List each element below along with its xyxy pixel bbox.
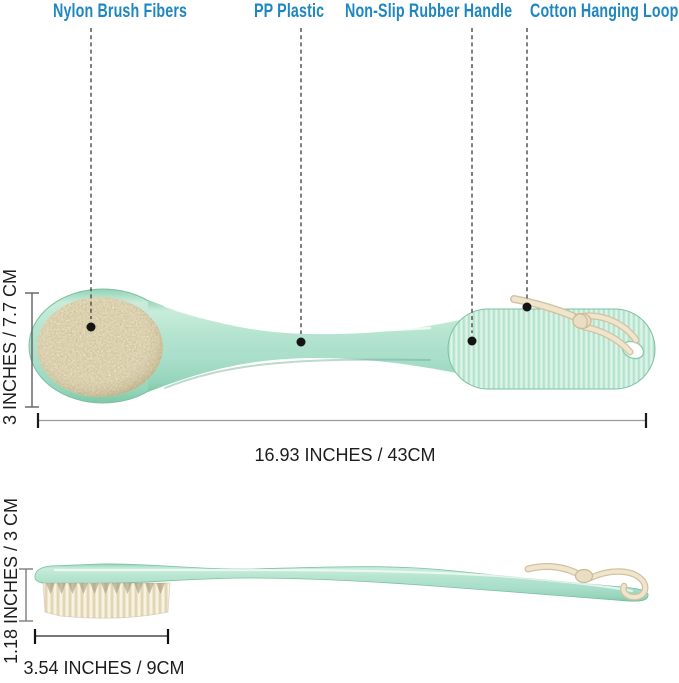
callout-label-nylon-brush-fibers: Nylon Brush Fibers	[53, 1, 188, 22]
side-view-brush	[34, 563, 649, 619]
neck-highlight	[163, 304, 432, 333]
neck-shadow-edge	[164, 358, 431, 389]
callout-label-pp-plastic: PP Plastic	[254, 1, 325, 22]
side-view-height-dim-line	[19, 568, 33, 622]
side-view-length-dim-line	[33, 629, 170, 644]
bristle-face	[37, 297, 163, 397]
rope-knot	[572, 312, 592, 330]
top-view-brush	[28, 288, 656, 404]
callout-dots	[86, 302, 532, 347]
side-view-height-label: 1.18 INCHES / 3 CM	[1, 497, 22, 665]
top-view-length-label: 16.93 INCHES / 43CM	[254, 445, 436, 465]
callout-leader-lines	[90, 28, 528, 334]
callout-label-cotton-hanging-loop: Cotton Hanging Loop	[530, 1, 679, 22]
callout-dot-nylon-brush-fibers	[86, 322, 96, 332]
side-view-bristles	[42, 582, 171, 619]
callout-dot-non-slip-handle	[467, 336, 477, 346]
top-view-height-label: 3 INCHES / 7.7 CM	[0, 268, 21, 426]
callout-dot-cotton-hanging-loop	[522, 302, 532, 312]
side-view-body	[34, 563, 649, 602]
callout-label-non-slip-handle: Non-Slip Rubber Handle	[345, 1, 513, 22]
top-view-height-dim-line	[25, 292, 39, 408]
handle-neck	[148, 300, 482, 392]
side-view-rope	[524, 563, 649, 601]
side-view-head-length-label: 3.54 INCHES / 9CM	[23, 658, 185, 678]
top-view-length-dim-line	[36, 413, 648, 428]
side-rope-knot	[574, 568, 594, 584]
tuft-notches	[46, 583, 165, 594]
cotton-rope	[510, 295, 640, 356]
side-view-highlight	[53, 568, 634, 593]
callout-dot-pp-plastic	[296, 337, 306, 347]
